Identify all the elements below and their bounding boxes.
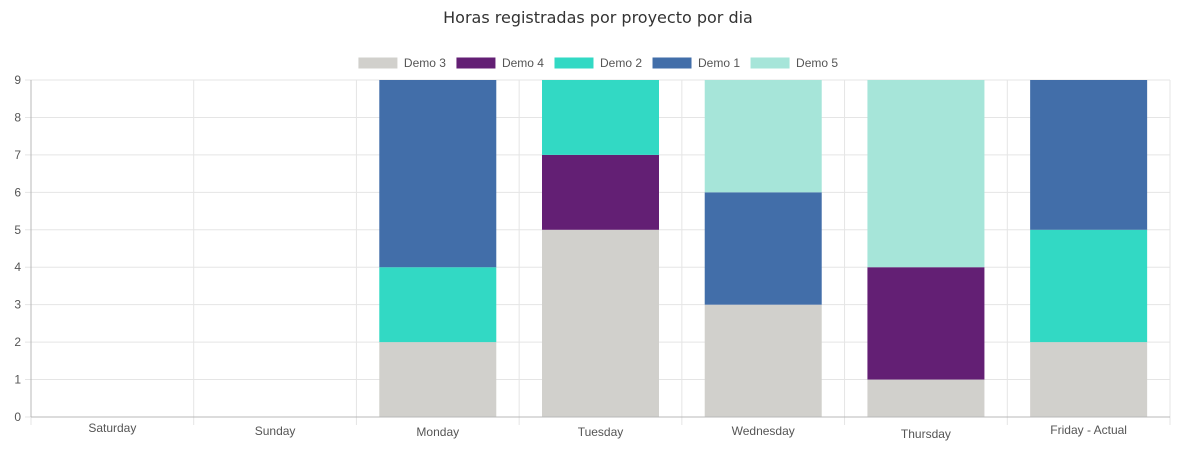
y-tick-label: 1: [14, 373, 21, 387]
legend-item[interactable]: Demo 4: [455, 56, 544, 70]
x-tick-label: Sunday: [255, 424, 296, 438]
bar-segment[interactable]: [704, 192, 822, 305]
bar-segment[interactable]: [379, 80, 497, 268]
y-tick-label: 4: [14, 260, 21, 274]
bar-segment[interactable]: [542, 154, 659, 230]
legend-label: Demo 5: [796, 56, 838, 70]
legend: Demo 3 Demo 4 Demo 2 Demo 1 Demo 5: [357, 56, 838, 70]
legend-label: Demo 1: [698, 56, 740, 70]
y-tick-label: 8: [14, 110, 21, 124]
axes: 0 1 2 3 4 5 6 7 8 9 Saturday Sunday Monday Tuesday Wed…: [14, 73, 1170, 441]
bar-segment[interactable]: [1030, 342, 1148, 417]
x-tick-label: Friday - Actual: [1050, 423, 1127, 437]
legend-label: Demo 3: [404, 56, 446, 70]
chart-title: Horas registradas por proyecto por dia: [443, 8, 753, 27]
legend-label: Demo 4: [502, 56, 544, 70]
legend-swatch: [553, 56, 595, 70]
bar-segment[interactable]: [867, 80, 985, 268]
x-tick-label: Monday: [416, 425, 459, 439]
y-tick-label: 6: [14, 185, 21, 199]
bars: [379, 80, 1148, 417]
legend-swatch: [749, 56, 791, 70]
x-tick-label: Saturday: [88, 421, 136, 435]
x-tick-label: Tuesday: [578, 425, 624, 439]
bar-segment[interactable]: [379, 267, 497, 343]
bar-segment[interactable]: [867, 267, 985, 380]
legend-item[interactable]: Demo 3: [357, 56, 446, 70]
x-tick-label: Wednesday: [732, 424, 795, 438]
bar-segment[interactable]: [704, 304, 822, 417]
bar-segment[interactable]: [1030, 229, 1148, 343]
legend-item[interactable]: Demo 5: [749, 56, 838, 70]
y-tick-label: 7: [14, 148, 21, 162]
y-tick-label: 0: [14, 410, 21, 424]
legend-item[interactable]: Demo 1: [651, 56, 740, 70]
legend-swatch: [651, 56, 693, 70]
y-tick-label: 5: [14, 223, 21, 237]
bar-segment[interactable]: [542, 80, 659, 155]
bar-segment[interactable]: [1030, 80, 1148, 230]
y-tick-label: 3: [14, 298, 21, 312]
bar-segment[interactable]: [704, 80, 822, 193]
bar-segment[interactable]: [867, 379, 985, 417]
legend-label: Demo 2: [600, 56, 642, 70]
bar-segment[interactable]: [379, 342, 497, 417]
legend-swatch: [357, 56, 399, 70]
y-tick-label: 2: [14, 335, 21, 349]
legend-swatch: [455, 56, 497, 70]
legend-item[interactable]: Demo 2: [553, 56, 642, 70]
x-tick-label: Thursday: [901, 427, 951, 441]
y-tick-label: 9: [14, 73, 21, 87]
bar-segment[interactable]: [542, 229, 659, 417]
